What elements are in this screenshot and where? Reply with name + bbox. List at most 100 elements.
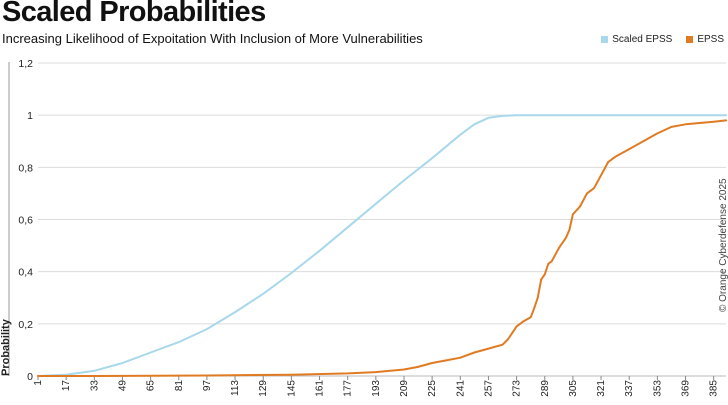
data-point-scaled-epss xyxy=(473,123,476,126)
y-tick-label: 0,4 xyxy=(18,267,33,279)
data-point-epss xyxy=(712,120,715,123)
data-point-epss xyxy=(93,375,96,377)
x-tick-label: 65 xyxy=(146,380,157,392)
data-point-epss xyxy=(37,375,39,377)
x-tick-label: 1 xyxy=(33,380,44,386)
data-point-epss xyxy=(536,296,539,299)
data-point-epss xyxy=(473,351,476,354)
data-point-scaled-epss xyxy=(600,114,602,117)
data-point-scaled-epss xyxy=(149,351,152,354)
data-point-scaled-epss xyxy=(262,292,265,295)
x-tick-label: 177 xyxy=(343,380,354,397)
data-point-scaled-epss xyxy=(501,115,504,117)
legend-label-scaled-epss: Scaled EPSS xyxy=(612,34,673,45)
x-tick-label: 81 xyxy=(174,380,185,392)
data-point-scaled-epss xyxy=(543,114,546,117)
chart-subtitle: Increasing Likelihood of Expoitation Wit… xyxy=(2,31,423,46)
data-point-epss xyxy=(586,192,588,195)
y-tick-label: 0,8 xyxy=(18,162,33,174)
data-point-scaled-epss xyxy=(515,114,518,117)
data-point-epss xyxy=(540,278,543,281)
data-point-epss xyxy=(600,174,602,177)
chart-title: Scaled Probabilities xyxy=(2,0,266,28)
legend-label-epss: EPSS xyxy=(697,34,724,45)
x-tick-label: 257 xyxy=(483,380,494,397)
data-point-epss xyxy=(501,343,504,346)
data-point-epss xyxy=(628,148,631,150)
data-point-scaled-epss xyxy=(487,116,490,119)
data-point-epss xyxy=(656,132,659,135)
series-line-epss xyxy=(37,119,727,377)
x-tick-label: 321 xyxy=(596,380,607,397)
y-axis-label: Probability xyxy=(0,318,12,376)
y-tick-label: 0,2 xyxy=(18,319,33,331)
data-point-epss xyxy=(607,161,610,164)
x-tick-label: 33 xyxy=(89,380,100,392)
data-point-epss xyxy=(670,126,673,128)
x-tick-label: 209 xyxy=(399,380,410,397)
legend-entry-epss: EPSS xyxy=(686,34,724,45)
data-point-epss xyxy=(512,330,514,333)
data-point-scaled-epss xyxy=(628,114,631,117)
data-point-epss xyxy=(550,260,553,263)
data-point-epss xyxy=(445,359,448,362)
x-tick-label: 353 xyxy=(652,380,663,397)
data-point-epss xyxy=(547,262,550,265)
x-tick-label: 241 xyxy=(455,380,466,397)
x-tick-label: 49 xyxy=(117,380,128,392)
data-point-scaled-epss xyxy=(403,179,405,182)
x-tick-label: 385 xyxy=(709,380,720,397)
data-point-epss xyxy=(487,347,490,350)
data-point-scaled-epss xyxy=(656,114,659,117)
data-point-epss xyxy=(515,325,518,328)
data-point-scaled-epss xyxy=(318,249,321,252)
data-point-scaled-epss xyxy=(712,114,715,117)
data-point-epss xyxy=(533,307,536,310)
data-point-epss xyxy=(417,365,419,368)
data-point-epss xyxy=(346,372,349,375)
data-point-epss xyxy=(522,320,525,323)
x-tick-label: 113 xyxy=(230,380,241,396)
x-tick-label: 225 xyxy=(427,380,438,397)
x-tick-label: 273 xyxy=(512,380,523,397)
data-point-epss xyxy=(529,316,532,319)
x-tick-label: 369 xyxy=(681,380,692,397)
legend-entry-scaled-epss: Scaled EPSS xyxy=(601,34,672,45)
data-point-scaled-epss xyxy=(459,133,462,136)
data-point-epss xyxy=(614,156,617,158)
data-point-scaled-epss xyxy=(431,157,434,160)
data-point-epss xyxy=(684,123,687,126)
legend-swatch-epss xyxy=(686,36,694,43)
y-tick-label: 1 xyxy=(27,110,33,122)
data-point-scaled-epss xyxy=(725,114,727,117)
data-point-epss xyxy=(290,373,293,376)
data-point-scaled-epss xyxy=(206,328,208,330)
data-point-epss xyxy=(506,338,509,341)
series-line-scaled-epss xyxy=(37,114,727,377)
data-point-epss xyxy=(557,247,560,250)
x-tick-label: 161 xyxy=(315,380,326,397)
data-point-scaled-epss xyxy=(234,311,236,313)
x-tick-label: 129 xyxy=(258,380,269,397)
data-point-scaled-epss xyxy=(177,341,180,343)
data-point-epss xyxy=(374,371,377,373)
data-point-scaled-epss xyxy=(684,114,687,117)
data-point-epss xyxy=(725,119,727,122)
data-point-epss xyxy=(698,122,701,124)
data-point-epss xyxy=(543,273,546,276)
y-tick-label: 1,2 xyxy=(18,58,33,70)
x-tick-label: 97 xyxy=(202,380,213,392)
data-point-epss xyxy=(431,362,434,364)
y-tick-label: 0,6 xyxy=(18,215,33,227)
y-tick-label: 0 xyxy=(27,371,33,383)
data-point-epss xyxy=(579,205,581,208)
data-point-epss xyxy=(459,356,462,359)
x-tick-label: 145 xyxy=(286,380,297,397)
data-point-scaled-epss xyxy=(93,369,96,372)
data-point-epss xyxy=(572,213,574,216)
legend: Scaled EPSS EPSS xyxy=(601,34,724,45)
data-point-epss xyxy=(564,236,567,239)
x-tick-label: 289 xyxy=(540,380,551,397)
data-point-epss xyxy=(568,229,571,231)
